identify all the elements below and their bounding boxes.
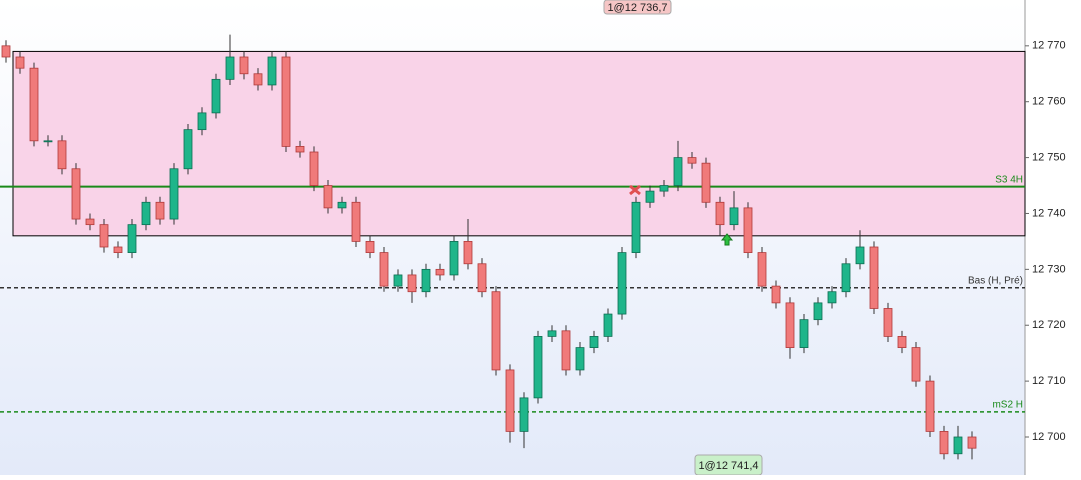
candle-body: [477, 263, 487, 293]
candle-body: [225, 56, 235, 80]
candle-body: [897, 336, 907, 348]
annotation-label: 1@12 736,7: [607, 2, 667, 14]
candle-body: [127, 224, 137, 253]
candle-body: [505, 369, 515, 432]
candle-body: [141, 201, 151, 226]
level-label: Bas (H, Pré): [968, 275, 1023, 286]
candle-body: [631, 201, 641, 253]
candle-body: [309, 151, 319, 186]
candle-body: [239, 56, 249, 75]
zone: [12, 50, 1026, 237]
candle-body: [547, 330, 557, 337]
candle-body: [533, 336, 543, 399]
candle-body: [365, 241, 375, 253]
candle-body: [813, 302, 823, 321]
candle-body: [701, 162, 711, 203]
annotation-label: 1@12 741,4: [698, 460, 758, 472]
candle-body: [435, 268, 445, 276]
candle-body: [687, 157, 697, 164]
candle-body: [281, 56, 291, 147]
candle-body: [869, 246, 879, 309]
candle-body: [799, 319, 809, 348]
candle-body: [883, 308, 893, 337]
candle-body: [841, 263, 851, 293]
y-tick-label: 12 760: [1032, 96, 1066, 108]
axis-background: [1025, 0, 1081, 475]
candle-body: [169, 168, 179, 220]
level-label: S3 4H: [995, 174, 1023, 185]
candle-body: [589, 336, 599, 348]
candle-body: [729, 207, 739, 226]
candle-body: [323, 185, 333, 209]
candle-body: [85, 218, 95, 226]
candle-body: [463, 241, 473, 265]
y-tick-label: 12 700: [1032, 431, 1066, 443]
candle-body: [295, 146, 305, 153]
candle-body: [939, 431, 949, 455]
level-label: mS2 H: [992, 399, 1023, 410]
candle-body: [407, 274, 417, 293]
y-tick-label: 12 730: [1032, 263, 1066, 275]
annotation-box: [603, 0, 672, 15]
candle-body: [617, 252, 627, 315]
candle-body: [337, 201, 347, 209]
candle-body: [953, 436, 963, 455]
y-tick-label: 12 770: [1032, 40, 1066, 52]
candle-body: [827, 291, 837, 304]
candle-body: [561, 330, 571, 371]
y-tick-label: 12 720: [1032, 319, 1066, 331]
candle-body: [1, 45, 11, 58]
sell-marker: [629, 184, 641, 196]
candle-body: [715, 201, 725, 226]
candle-body: [421, 268, 431, 293]
candle-body: [393, 274, 403, 287]
candle-body: [645, 190, 655, 203]
candle-body: [449, 241, 459, 276]
candle-body: [911, 347, 921, 382]
candle-body: [57, 140, 67, 170]
y-tick-label: 12 710: [1032, 375, 1066, 387]
candle-body: [603, 313, 613, 337]
candle-body: [71, 168, 81, 220]
buy-marker: [720, 233, 734, 246]
candle-body: [743, 207, 753, 253]
candle-body: [29, 67, 39, 142]
candle-body: [43, 140, 53, 143]
candle-body: [673, 157, 683, 186]
candle-body: [183, 129, 193, 170]
candle-body: [519, 397, 529, 432]
candle-body: [491, 291, 501, 371]
candle-body: [211, 78, 221, 114]
candle-body: [253, 73, 263, 86]
candle-body: [379, 252, 389, 287]
candle-body: [967, 436, 977, 449]
candle-body: [855, 246, 865, 265]
candle-body: [155, 201, 165, 220]
y-tick-label: 12 740: [1032, 207, 1066, 219]
candle-body: [113, 246, 123, 253]
candle-body: [757, 252, 767, 287]
candle-body: [351, 201, 361, 242]
candle-body: [771, 285, 781, 304]
candle-body: [659, 185, 669, 192]
candle-body: [197, 112, 207, 131]
candle-body: [925, 380, 935, 432]
candle-body: [267, 56, 277, 86]
candle-body: [575, 347, 585, 371]
candle-body: [15, 56, 25, 69]
candle-body: [785, 302, 795, 348]
candle-body: [99, 224, 109, 248]
y-tick-label: 12 750: [1032, 151, 1066, 163]
